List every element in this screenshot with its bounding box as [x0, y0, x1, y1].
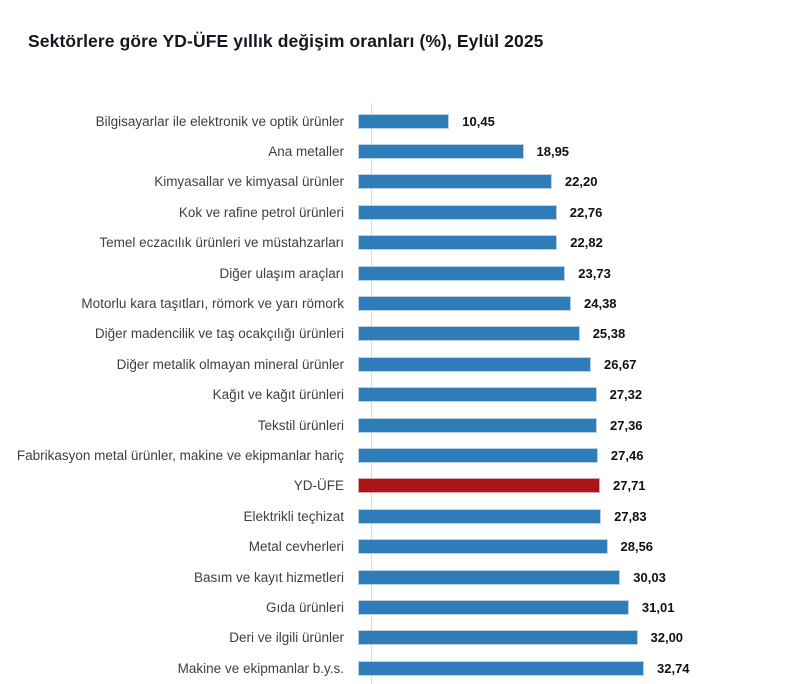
value-label: 25,38 — [592, 326, 626, 342]
category-label: YD-ÜFE — [293, 478, 344, 494]
category-label: Basım ve kayıt hizmetleri — [193, 569, 344, 585]
value-label: 22,76 — [569, 204, 603, 220]
value-label: 32,74 — [657, 660, 690, 676]
value-label: 27,46 — [610, 447, 644, 463]
chart-row: Ana metaller 18,95 — [0, 136, 806, 166]
chart-title: Sektörlere göre YD-ÜFE yıllık değişim or… — [28, 31, 544, 51]
value-label: 10,45 — [462, 113, 495, 129]
chart-row: Tekstil ürünleri 27,36 — [0, 410, 806, 440]
chart-row: Kok ve rafine petrol ürünleri 22,76 — [0, 197, 806, 227]
chart-row: Elektrikli teçhizat 27,83 — [0, 501, 806, 531]
value-label: 26,67 — [604, 356, 637, 372]
chart-row: Kimyasallar ve kimyasal ürünler 22,20 — [0, 167, 806, 197]
category-label: Fabrikasyon metal ürünler, makine ve eki… — [16, 447, 344, 463]
category-label: Kok ve rafine petrol ürünleri — [178, 204, 344, 220]
chart-row: Temel eczacılık ürünleri ve müstahzarlar… — [0, 228, 806, 258]
bar — [358, 144, 524, 160]
chart-row: Makine ve ekipmanlar b.y.s. 32,74 — [0, 653, 806, 683]
chart-row: Gıda ürünleri 31,01 — [0, 592, 806, 622]
value-label: 18,95 — [536, 144, 570, 160]
bar — [358, 113, 450, 129]
category-label: Diğer metalik olmayan mineral ürünler — [116, 356, 344, 372]
category-label: Tekstil ürünleri — [257, 417, 344, 433]
bar — [358, 265, 566, 281]
chart-row: Kağıt ve kağıt ürünleri 27,32 — [0, 380, 806, 410]
bar — [358, 630, 638, 646]
bar — [358, 296, 571, 312]
chart-row: Motorlu kara taşıtları, römork ve yarı r… — [0, 288, 806, 318]
value-label: 30,03 — [633, 569, 666, 585]
value-label: 22,82 — [570, 235, 603, 251]
chart-row: Basım ve kayıt hizmetleri 30,03 — [0, 562, 806, 592]
category-label: Temel eczacılık ürünleri ve müstahzarlar… — [99, 235, 344, 251]
category-label: Kağıt ve kağıt ürünleri — [212, 387, 344, 403]
category-label: Metal cevherleri — [248, 539, 344, 555]
bar-chart: Bilgisayarlar ile elektronik ve optik ür… — [0, 106, 806, 683]
category-label: Diğer ulaşım araçları — [219, 265, 344, 281]
chart-row: Diğer ulaşım araçları 23,73 — [0, 258, 806, 288]
chart-row: Fabrikasyon metal ürünler, makine ve eki… — [0, 440, 806, 470]
category-label: Bilgisayarlar ile elektronik ve optik ür… — [95, 113, 344, 129]
value-label: 32,00 — [650, 630, 684, 646]
bar — [358, 539, 608, 555]
category-label: Diğer madencilik ve taş ocakçılığı ürünl… — [94, 326, 344, 342]
category-label: Ana metaller — [268, 144, 344, 160]
category-label: Kimyasallar ve kimyasal ürünler — [154, 174, 344, 190]
bar — [358, 417, 597, 433]
bar — [358, 235, 558, 251]
value-label: 22,20 — [564, 174, 598, 190]
bar — [358, 174, 552, 190]
value-label: 23,73 — [578, 265, 611, 281]
value-label: 27,32 — [609, 387, 643, 403]
chart-row: Bilgisayarlar ile elektronik ve optik ür… — [0, 106, 806, 136]
category-label: Gıda ürünleri — [265, 599, 344, 615]
category-label: Makine ve ekipmanlar b.y.s. — [177, 660, 344, 676]
value-label: 28,56 — [620, 539, 654, 555]
bar — [358, 660, 644, 676]
bar — [358, 508, 602, 524]
category-label: Deri ve ilgili ürünler — [229, 630, 344, 646]
bar — [358, 447, 598, 463]
chart-row: Diğer metalik olmayan mineral ürünler 26,… — [0, 349, 806, 379]
chart-row: Deri ve ilgili ürünler 32,00 — [0, 623, 806, 653]
value-label: 27,83 — [614, 508, 647, 524]
value-label: 24,38 — [584, 296, 617, 312]
bar — [358, 356, 591, 372]
bar — [358, 599, 629, 615]
value-label: 31,01 — [641, 599, 675, 615]
category-label: Elektrikli teçhizat — [243, 508, 344, 524]
highlight-bar — [358, 478, 600, 494]
bar — [358, 569, 621, 585]
value-label: 27,71 — [613, 478, 646, 494]
chart-row: Metal cevherleri 28,56 — [0, 531, 806, 561]
bar — [358, 387, 597, 403]
chart-row: Diğer madencilik ve taş ocakçılığı ürünl… — [0, 319, 806, 349]
category-label: Motorlu kara taşıtları, römork ve yarı r… — [81, 296, 344, 312]
chart-row: YD-ÜFE 27,71 — [0, 471, 806, 501]
bar — [358, 204, 557, 220]
value-label: 27,36 — [610, 417, 643, 433]
bar — [358, 326, 580, 342]
